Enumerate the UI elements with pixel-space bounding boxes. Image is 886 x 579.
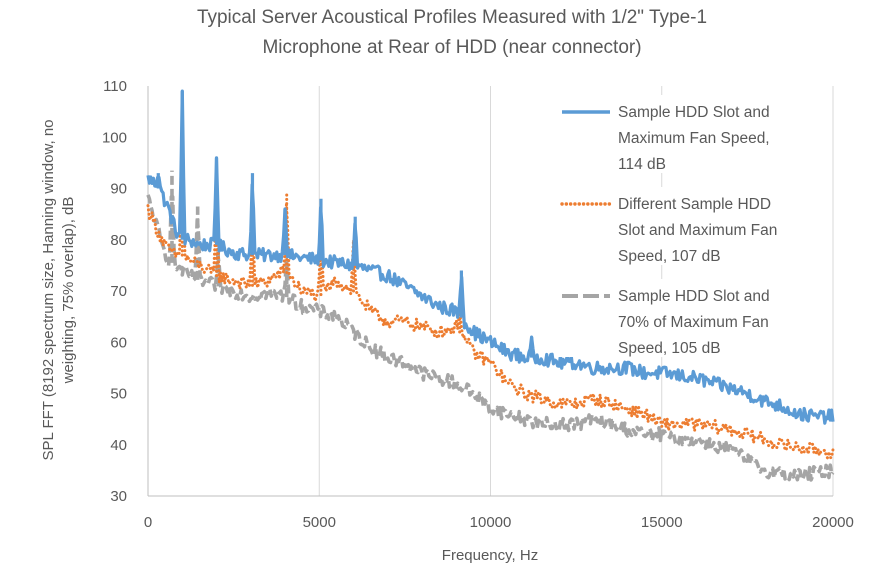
x-tick-label: 20000 bbox=[812, 514, 854, 531]
y-tick-label: 40 bbox=[110, 437, 127, 454]
legend-entry-2: Different Sample HDD Slot and Maximum Fan… bbox=[556, 187, 826, 265]
x-tick-label: 15000 bbox=[641, 514, 683, 531]
legend-label-line: Speed, 107 dB bbox=[618, 248, 721, 265]
y-tick-label: 60 bbox=[110, 334, 127, 351]
y-tick-label: 110 bbox=[103, 78, 127, 95]
legend-label-line: Speed, 105 dB bbox=[618, 340, 721, 357]
legend-entry-3: Sample HDD Slot and 70% of Maximum Fan Spe… bbox=[556, 279, 826, 357]
chart-title-line-2: Microphone at Rear of HDD (near connecto… bbox=[262, 37, 641, 58]
plot-area bbox=[146, 89, 835, 482]
chart-title: Typical Server Acoustical Profiles Measu… bbox=[197, 7, 707, 58]
x-tick-label: 10000 bbox=[470, 514, 512, 531]
x-axis-ticks: 0 5000 10000 15000 20000 bbox=[144, 514, 854, 531]
legend-label-line: 114 dB bbox=[618, 156, 666, 173]
y-axis-label-line-2: weighting, 75% overlap), dB bbox=[60, 197, 77, 385]
y-tick-label: 50 bbox=[110, 386, 127, 403]
y-tick-label: 100 bbox=[102, 129, 127, 146]
legend-entry-background bbox=[556, 279, 826, 357]
series-line-3 bbox=[146, 194, 835, 482]
legend-label-line: Sample HDD Slot and bbox=[618, 104, 770, 121]
legend-label-line: 70% of Maximum Fan bbox=[618, 314, 769, 331]
x-axis-label: Frequency, Hz bbox=[442, 547, 538, 564]
legend: Sample HDD Slot and Maximum Fan Speed, 114… bbox=[556, 95, 826, 357]
legend-label-line: Sample HDD Slot and bbox=[618, 288, 770, 305]
y-axis-ticks: 30 40 50 60 70 80 90 100 110 bbox=[102, 78, 127, 505]
legend-entry-1: Sample HDD Slot and Maximum Fan Speed, 114… bbox=[556, 95, 826, 173]
y-tick-label: 80 bbox=[110, 232, 127, 249]
legend-label-line: Slot and Maximum Fan bbox=[618, 222, 777, 239]
series-line-2 bbox=[146, 140, 835, 460]
y-axis-label: SPL FFT (8192 spectrum size, Hanning win… bbox=[40, 119, 77, 460]
legend-label-line: Maximum Fan Speed, bbox=[618, 130, 770, 147]
x-tick-label: 5000 bbox=[303, 514, 336, 531]
y-tick-label: 90 bbox=[110, 181, 127, 198]
y-axis-label-line-1: SPL FFT (8192 spectrum size, Hanning win… bbox=[40, 119, 57, 460]
chart-title-line-1: Typical Server Acoustical Profiles Measu… bbox=[197, 7, 707, 28]
y-tick-label: 70 bbox=[110, 283, 127, 300]
x-tick-label: 0 bbox=[144, 514, 152, 531]
legend-entry-background bbox=[556, 95, 826, 173]
legend-entry-background bbox=[556, 187, 826, 265]
legend-label-line: Different Sample HDD bbox=[618, 196, 771, 213]
y-tick-label: 30 bbox=[110, 488, 127, 505]
series-line-1 bbox=[146, 89, 835, 425]
